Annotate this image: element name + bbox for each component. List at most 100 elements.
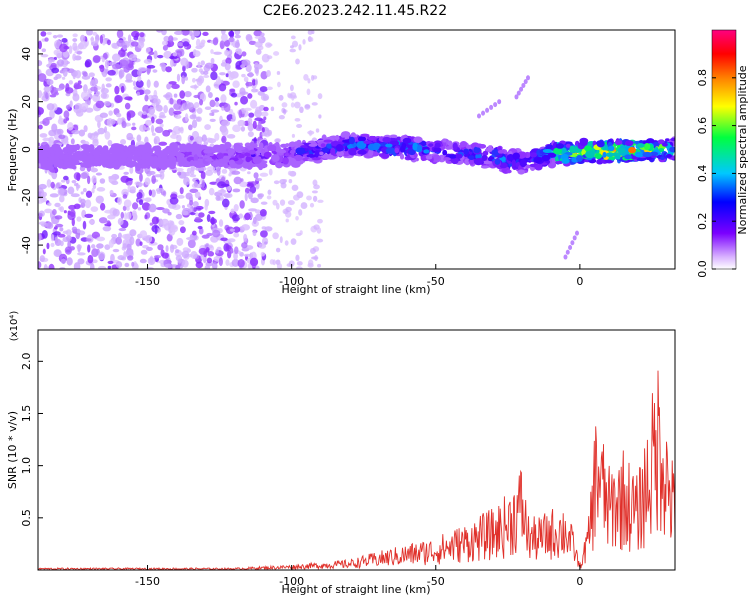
spectrogram-noise-blob	[241, 242, 248, 249]
spectrogram-panel: -150 -100 -50 0 -40 -20 0 20 40 Height of strai…	[6, 29, 749, 296]
spectrogram-noise-blob	[74, 102, 83, 112]
spectrogram-noise-blob	[154, 225, 158, 235]
spectrogram-streak-blob	[521, 82, 526, 88]
spectrogram-noise-blob	[54, 226, 58, 230]
spectrogram-ridge-blob	[187, 146, 195, 152]
spectrogram-noise-blob	[86, 175, 91, 185]
spectrogram-noise-blob	[295, 58, 300, 65]
spectrogram-ridge-blob	[263, 163, 268, 168]
spectrogram-noise-blob	[215, 249, 219, 254]
spectrogram-ridge-blob	[348, 136, 355, 145]
spectrogram-noise-blob	[87, 132, 93, 139]
spectrogram-noise-blob	[105, 83, 112, 88]
spectrogram-ridge-blob	[452, 142, 458, 150]
spectrogram-ridge-blob	[153, 155, 158, 162]
spectrogram-noise-blob	[252, 230, 257, 237]
spectrogram-noise-blob	[72, 93, 80, 102]
spectrogram-noise-blob	[117, 49, 126, 58]
spectrogram-noise-blob	[282, 179, 288, 183]
spectrogram-noise-blob	[247, 131, 254, 138]
spectrogram-noise-blob	[208, 210, 216, 215]
spectrogram-noise-blob	[258, 243, 267, 249]
spectrogram-ridge-blob	[602, 144, 608, 152]
spectrogram-noise-blob	[214, 132, 220, 141]
spectrogram-ridge-blob	[499, 162, 508, 169]
snr-frame	[37, 329, 676, 571]
spectrogram-noise-blob	[106, 220, 111, 226]
spectrogram-noise-blob	[95, 100, 105, 109]
spectrogram-noise-blob	[124, 102, 131, 110]
spectrogram-noise-blob	[146, 64, 156, 69]
spectrogram-ridge-blob	[579, 139, 588, 147]
spectrogram-noise-blob	[287, 92, 291, 98]
spectrogram-noise-blob	[126, 211, 132, 220]
spectrogram-noise-blob	[309, 37, 314, 42]
spectrogram-noise-blob	[176, 73, 181, 82]
spectrogram-noise-blob	[135, 181, 143, 188]
spectrogram-noise-blob	[141, 202, 151, 211]
spectrogram-noise-blob	[49, 109, 55, 118]
snr-panel: -150 -100 -50 0 0.5 1.0 1.5 2.0 Height of stra…	[6, 311, 676, 596]
y-tick-label: 0.5	[20, 509, 33, 527]
spectrogram-ridge-blob	[487, 145, 493, 152]
spectrogram-noise-blob	[108, 175, 117, 184]
spectrogram-noise-blob	[154, 126, 164, 134]
spectrogram-noise-blob	[259, 86, 268, 93]
spectrogram-noise-blob	[96, 187, 106, 192]
spectrogram-noise-blob	[153, 136, 161, 145]
spectrogram-noise-blob	[39, 255, 46, 263]
spectrogram-noise-blob	[289, 84, 294, 92]
spectrogram-noise-blob	[225, 73, 229, 78]
spectrogram-noise-blob	[50, 62, 57, 68]
spectrogram-noise-blob	[201, 179, 205, 188]
spectrogram-noise-blob	[76, 172, 81, 182]
spectrogram-noise-blob	[38, 60, 43, 67]
spectrogram-noise-blob	[73, 262, 81, 269]
spectrogram-ridge-blob	[211, 146, 217, 154]
spectrogram-noise-blob	[316, 227, 322, 234]
spectrogram-noise-blob	[90, 86, 98, 92]
spectrogram-noise-blob	[186, 236, 195, 241]
spectrogram-noise-blob	[55, 73, 62, 79]
spectrogram-noise-blob	[149, 222, 154, 226]
spectrogram-noise-blob	[142, 111, 147, 115]
spectrogram-noise-blob	[61, 179, 66, 183]
spectrogram-ridge-blob	[643, 142, 651, 150]
spectrogram-ridge-blob	[428, 143, 434, 147]
spectrogram-ridge-blob	[425, 155, 433, 160]
spectrogram-noise-blob	[187, 102, 195, 110]
spectrogram-noise-blob	[150, 116, 155, 124]
spectrogram-noise-blob	[243, 107, 252, 111]
spectrogram-noise-blob	[194, 191, 201, 199]
spectrogram-noise-blob	[122, 194, 128, 199]
spectrogram-ridge-blob	[71, 158, 80, 166]
spectrogram-ridge-blob	[442, 138, 447, 143]
spectrogram-noise-blob	[164, 263, 174, 269]
spectrogram-ridge-blob	[660, 156, 665, 161]
figure-title: C2E6.2023.242.11.45.R22	[263, 3, 447, 19]
spectrogram-noise-blob	[234, 41, 240, 49]
spectrogram-noise-blob	[221, 135, 227, 144]
spectrogram-noise-blob	[88, 72, 95, 78]
spectrogram-ridge-blob	[201, 163, 206, 168]
spectrogram-noise-blob	[50, 234, 55, 242]
spectrogram-noise-blob	[240, 95, 249, 105]
spectrogram-noise-blob	[99, 34, 104, 44]
spectrogram-noise-blob	[204, 124, 212, 130]
spectrogram-ridge-blob	[607, 145, 615, 152]
spectrogram-noise-blob	[203, 250, 208, 258]
spectrogram-noise-blob	[100, 92, 107, 99]
spectrogram-noise-blob	[254, 213, 263, 222]
spectrogram-noise-blob	[281, 102, 288, 108]
spectrogram-ridge-blob	[267, 144, 277, 152]
spectrogram-ridge-blob	[203, 149, 214, 154]
colorbar-tick-label: 0.0	[696, 260, 709, 278]
spectrogram-noise-blob	[144, 234, 153, 244]
spectrogram-noise-blob	[264, 226, 273, 232]
spectrogram-ridge-blob	[463, 149, 469, 155]
spectrogram-noise-blob	[151, 175, 156, 185]
spectrogram-noise-blob	[38, 221, 47, 226]
spectrogram-noise-blob	[307, 30, 313, 35]
spectrogram-noise-blob	[55, 223, 64, 228]
